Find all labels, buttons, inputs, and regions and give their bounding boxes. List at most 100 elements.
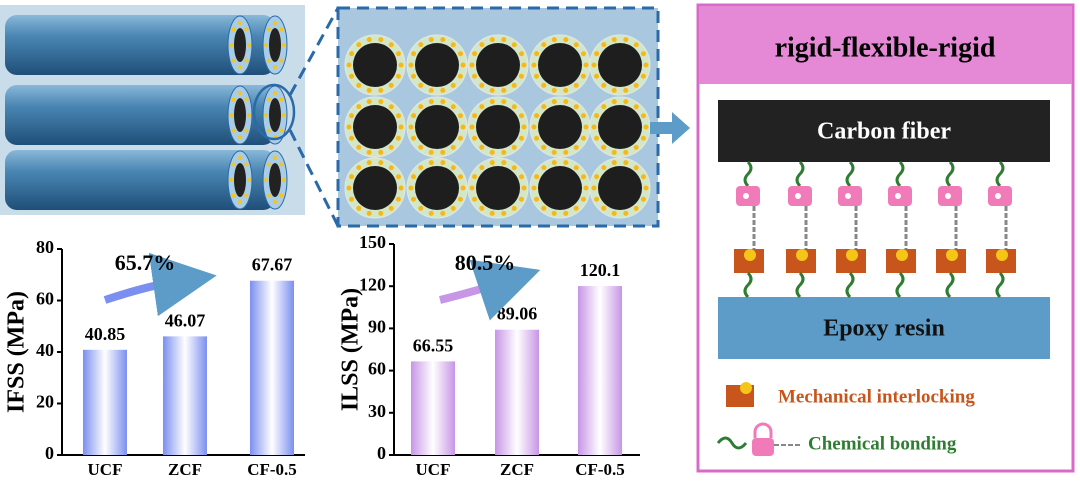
particle xyxy=(551,210,557,216)
particle xyxy=(472,135,478,141)
particle xyxy=(388,82,394,88)
particle xyxy=(896,249,908,261)
particle xyxy=(457,196,463,202)
particle xyxy=(640,196,646,202)
fiber xyxy=(5,85,275,145)
y-tick-label: 60 xyxy=(36,289,54,309)
annotation: 65.7% xyxy=(115,250,176,275)
particle xyxy=(229,43,234,48)
particle xyxy=(440,149,446,155)
particle xyxy=(623,160,629,166)
particle xyxy=(356,42,362,48)
particle xyxy=(440,99,446,105)
particle xyxy=(408,62,414,68)
particle xyxy=(501,99,507,105)
y-tick-label: 0 xyxy=(377,443,386,463)
particle xyxy=(244,128,249,133)
particle xyxy=(238,200,243,204)
x-tick-label: UCF xyxy=(88,460,123,479)
particle xyxy=(440,160,446,166)
particle xyxy=(551,99,557,105)
particle xyxy=(479,144,485,150)
particle xyxy=(450,165,456,171)
particle xyxy=(231,193,236,198)
particle xyxy=(266,27,271,32)
particle xyxy=(511,165,517,171)
particle xyxy=(418,104,424,110)
particle xyxy=(356,144,362,150)
fiber-core xyxy=(353,105,397,149)
particle xyxy=(450,144,456,150)
particle xyxy=(594,51,600,57)
particle xyxy=(237,156,242,161)
bond xyxy=(743,160,753,188)
y-tick-label: 0 xyxy=(45,443,54,463)
particle xyxy=(395,174,401,180)
particle xyxy=(541,205,547,211)
fiber-core xyxy=(598,166,642,210)
particle xyxy=(594,135,600,141)
fiber-core xyxy=(476,166,520,210)
particle xyxy=(633,42,639,48)
particle xyxy=(244,162,249,167)
particle xyxy=(237,91,242,96)
y-tick-label: 30 xyxy=(368,401,386,421)
particle xyxy=(460,124,466,130)
particle xyxy=(266,58,271,63)
particle xyxy=(457,113,463,119)
particle xyxy=(366,149,372,155)
particle xyxy=(534,113,540,119)
particle xyxy=(264,178,268,183)
bond xyxy=(845,160,855,188)
particle xyxy=(611,149,617,155)
particle xyxy=(479,82,485,88)
fiber-core xyxy=(598,43,642,87)
particle xyxy=(411,73,417,79)
particle xyxy=(411,51,417,57)
fiber-core xyxy=(353,166,397,210)
legend-icon xyxy=(753,422,773,438)
particle xyxy=(563,87,569,93)
particle xyxy=(563,210,569,216)
particle xyxy=(279,162,284,167)
particle xyxy=(428,37,434,43)
particle xyxy=(534,196,540,202)
y-axis-label: IFSS (MPa) xyxy=(4,291,30,413)
particle xyxy=(601,165,607,171)
bond xyxy=(845,271,855,299)
particle xyxy=(573,144,579,150)
particle xyxy=(366,87,372,93)
particle xyxy=(450,205,456,211)
particle xyxy=(460,185,466,191)
particle xyxy=(440,37,446,43)
particle xyxy=(418,165,424,171)
particle xyxy=(450,104,456,110)
particle xyxy=(279,193,284,198)
particle xyxy=(518,135,524,141)
fiber-illustration xyxy=(5,15,296,210)
particle xyxy=(563,99,569,105)
particle xyxy=(428,149,434,155)
particle xyxy=(489,99,495,105)
particle xyxy=(282,178,286,182)
particle xyxy=(411,174,417,180)
x-tick-label: UCF xyxy=(416,460,451,479)
particle xyxy=(601,42,607,48)
particle xyxy=(378,210,384,216)
bond xyxy=(795,160,805,188)
particle xyxy=(418,144,424,150)
particle xyxy=(489,37,495,43)
particle xyxy=(551,160,557,166)
particle xyxy=(796,249,808,261)
particle xyxy=(580,135,586,141)
particle xyxy=(266,128,271,133)
particle xyxy=(640,174,646,180)
particle xyxy=(378,87,384,93)
particle xyxy=(346,124,352,130)
epoxy-layer xyxy=(718,297,1050,359)
particle xyxy=(591,185,597,191)
particle xyxy=(272,91,277,96)
bar xyxy=(578,286,622,455)
bond xyxy=(995,160,1005,188)
particle xyxy=(469,185,475,191)
